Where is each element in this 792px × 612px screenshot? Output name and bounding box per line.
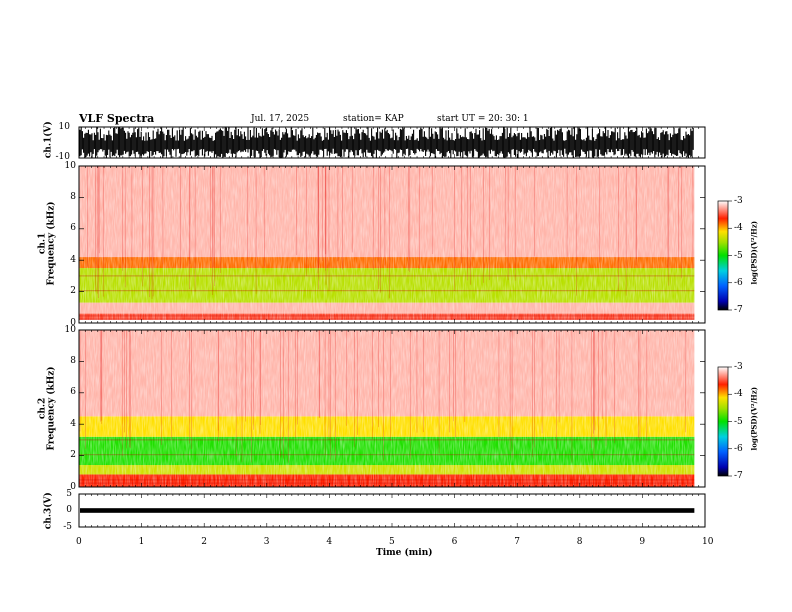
spec2-texture <box>79 330 695 487</box>
x-tick-label: 1 <box>138 537 145 547</box>
x-tick-label: 5 <box>389 537 395 547</box>
x-tick-label: 10 <box>702 537 714 547</box>
ch3-waveform-panel <box>78 493 706 528</box>
x-tick-label: 4 <box>326 537 333 547</box>
ch2-colorbar-tick-label: -7 <box>734 471 743 481</box>
ch3-waveform-line <box>80 508 695 513</box>
ch1-y-tick-label: 4 <box>70 254 76 265</box>
x-tick-label: 2 <box>201 537 207 547</box>
ch2-colorbar-tick-label: -3 <box>734 362 743 372</box>
x-tick-label: 6 <box>451 537 458 547</box>
ch1-y-tick-label: 10 <box>64 160 76 171</box>
ch1-spectrogram-bands <box>79 166 695 323</box>
ch2-spectrogram-bands <box>79 330 695 487</box>
header-station: station= KAP <box>343 114 404 124</box>
ch2-y-tick-label: 8 <box>70 355 76 366</box>
ch2-spectrogram-panel <box>78 329 706 488</box>
x-tick-label: 0 <box>76 537 82 547</box>
x-axis-label: Time (min) <box>376 548 433 558</box>
ch2-colorbar-tick-label: -4 <box>734 389 743 400</box>
ch2-colorbar-tick-label: -6 <box>734 443 743 454</box>
spec1-texture <box>79 166 695 323</box>
ch1-y-tick-label: 2 <box>70 286 76 297</box>
ch1-colorbar-tick-label: -3 <box>734 196 743 206</box>
ch1-colorbar-tick-label: -5 <box>734 250 743 261</box>
chart-title: VLF Spectra <box>79 112 155 125</box>
ch1-colorbar-tick-label: -6 <box>734 277 743 288</box>
x-tick-label: 7 <box>514 537 520 547</box>
header-start-ut: start UT = 20: 30: 1 <box>437 114 529 124</box>
ch1-y-tick-label: -10 <box>55 152 71 162</box>
ch1-colorbar-tick-label: -7 <box>734 305 743 315</box>
ch3-y-tick-label: 5 <box>66 488 72 499</box>
ch1-y-tick-label: 6 <box>70 223 76 234</box>
ch3-y-tick-label: 0 <box>66 505 72 515</box>
x-tick-label: 3 <box>263 537 270 547</box>
ch1-colorbar <box>717 200 729 311</box>
ch2-colorbar-tick-label: -5 <box>734 416 743 427</box>
ch2-y-tick-label: 4 <box>70 418 76 429</box>
ch1-spectrogram-panel <box>78 165 706 324</box>
header-date: Jul. 17, 2025 <box>251 114 310 124</box>
ch2-y-tick-label: 0 <box>70 481 76 492</box>
ch2-colorbar <box>717 366 729 477</box>
x-tick-label: 9 <box>639 537 646 547</box>
ch1-y-tick-label: 10 <box>58 122 70 132</box>
ch3-waveform-trace <box>80 508 695 513</box>
ch3-y-tick-label: -5 <box>63 521 72 532</box>
ch1-y-tick-label: 8 <box>70 191 76 202</box>
axis-ticks <box>78 127 732 527</box>
ch1-waveform-line <box>79 127 694 158</box>
ch2-y-tick-label: 2 <box>70 450 76 461</box>
ch1-colorbar-tick-label: -4 <box>734 223 743 234</box>
ch2-y-tick-label: 10 <box>64 324 76 335</box>
ch1-waveform-trace <box>79 127 694 158</box>
ch1-waveform-panel <box>78 126 706 159</box>
ch1-y-tick-label: 0 <box>70 317 76 328</box>
ch2-y-tick-label: 6 <box>70 387 76 398</box>
x-tick-label: 8 <box>576 537 583 547</box>
